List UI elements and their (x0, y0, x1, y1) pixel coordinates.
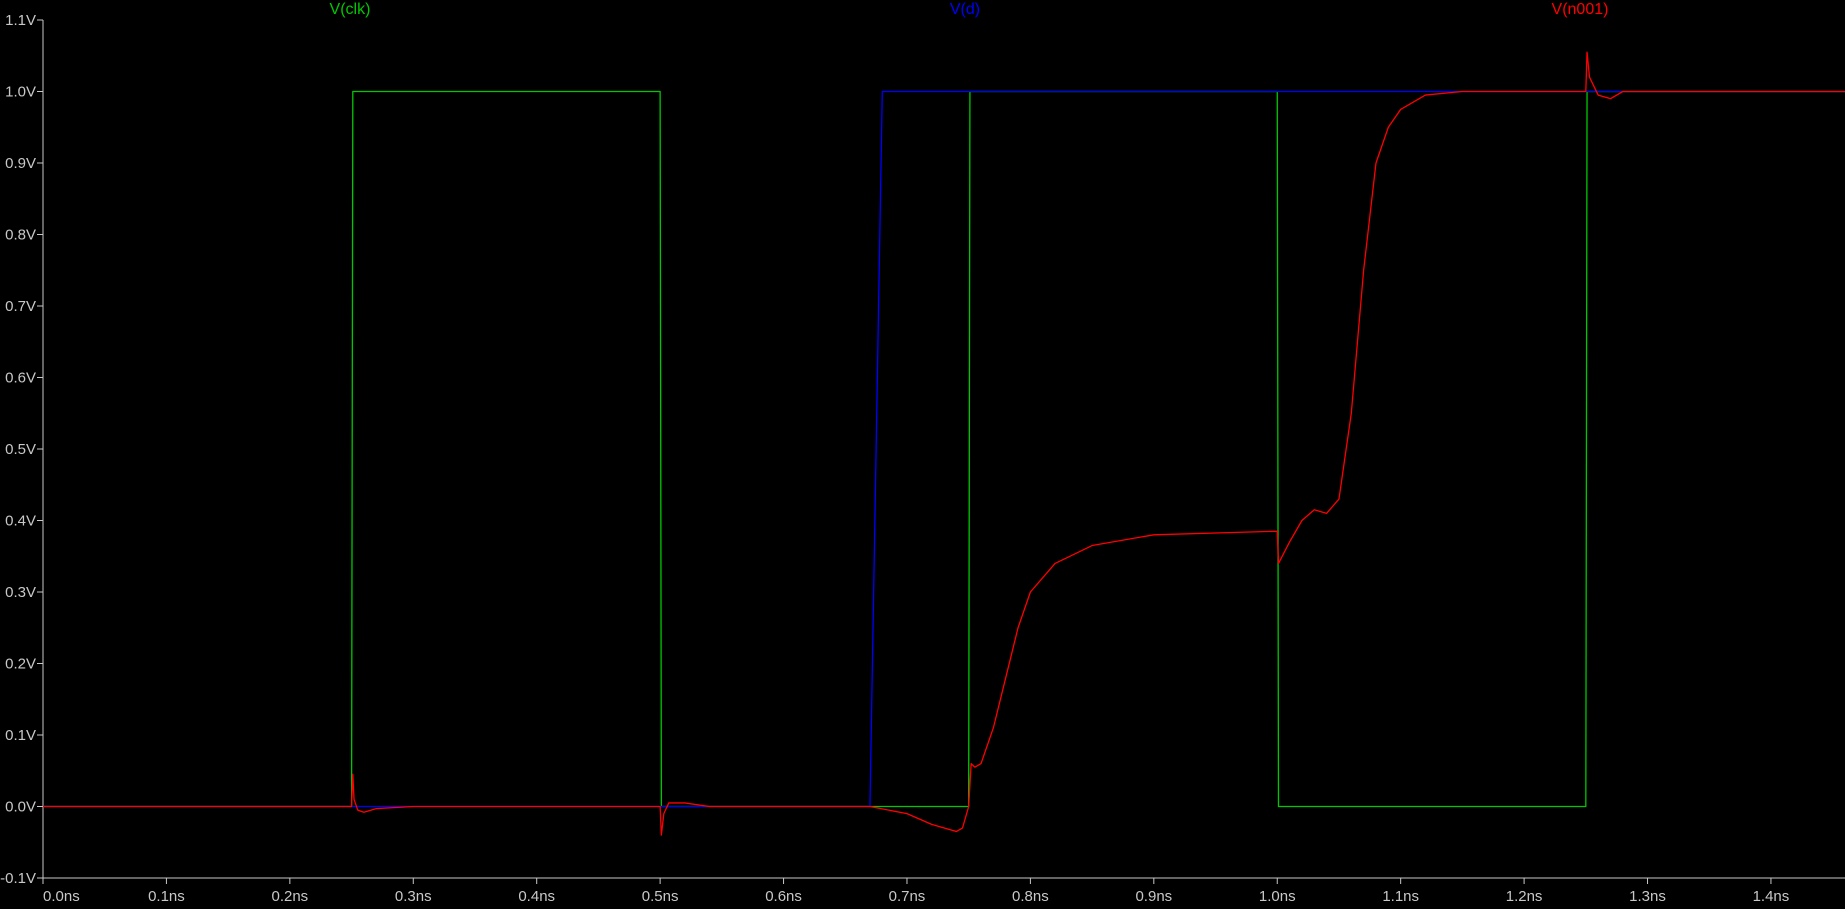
y-tick-label: 0.9V (5, 155, 36, 172)
legend-entry[interactable]: V(d) (950, 1, 980, 18)
y-tick-label: 0.8V (5, 227, 36, 244)
y-tick-label: 0.7V (5, 298, 36, 315)
y-tick-label: 0.4V (5, 513, 36, 530)
y-tick-label: -0.1V (0, 870, 36, 887)
y-axis: -0.1V 0.0V 0.1V 0.2V 0.3V 0.4V 0.5V 0.6V 0.7V 0.8… (0, 12, 43, 887)
x-tick-label: 0.2ns (271, 888, 308, 905)
x-tick-label: 0.7ns (889, 888, 926, 905)
x-tick-label: 0.4ns (518, 888, 555, 905)
y-tick-label: 0.6V (5, 370, 36, 387)
x-tick-label: 1.1ns (1382, 888, 1419, 905)
x-tick-label: 0.0ns (43, 888, 80, 905)
x-tick-label: 1.4ns (1753, 888, 1790, 905)
y-tick-label: 0.2V (5, 656, 36, 673)
y-tick-label: 0.1V (5, 727, 36, 744)
x-tick-label: 0.3ns (395, 888, 432, 905)
x-tick-label: 1.0ns (1259, 888, 1296, 905)
x-tick-label: 1.2ns (1506, 888, 1543, 905)
x-tick-label: 0.5ns (642, 888, 679, 905)
x-tick-label: 0.8ns (1012, 888, 1049, 905)
x-tick-label: 0.9ns (1135, 888, 1172, 905)
x-tick-label: 0.1ns (148, 888, 185, 905)
y-tick-label: 1.0V (5, 84, 36, 101)
x-tick-label: 0.6ns (765, 888, 802, 905)
y-tick-label: 1.1V (5, 12, 36, 29)
legend: V(clk) V(d) V(n001) (330, 1, 1609, 18)
legend-entry[interactable]: V(n001) (1552, 1, 1609, 18)
y-tick-label: 0.0V (5, 799, 36, 816)
series-line (43, 51, 1845, 836)
legend-entry[interactable]: V(clk) (330, 1, 371, 18)
x-tick-label: 1.3ns (1629, 888, 1666, 905)
series-layer (43, 51, 1845, 836)
x-axis: 0.0ns 0.1ns 0.2ns 0.3ns 0.4ns 0.5ns 0.6ns 0.7ns… (42, 878, 1790, 905)
series-line (43, 90, 1845, 808)
y-tick-label: 0.3V (5, 584, 36, 601)
y-tick-label: 0.5V (5, 441, 36, 458)
